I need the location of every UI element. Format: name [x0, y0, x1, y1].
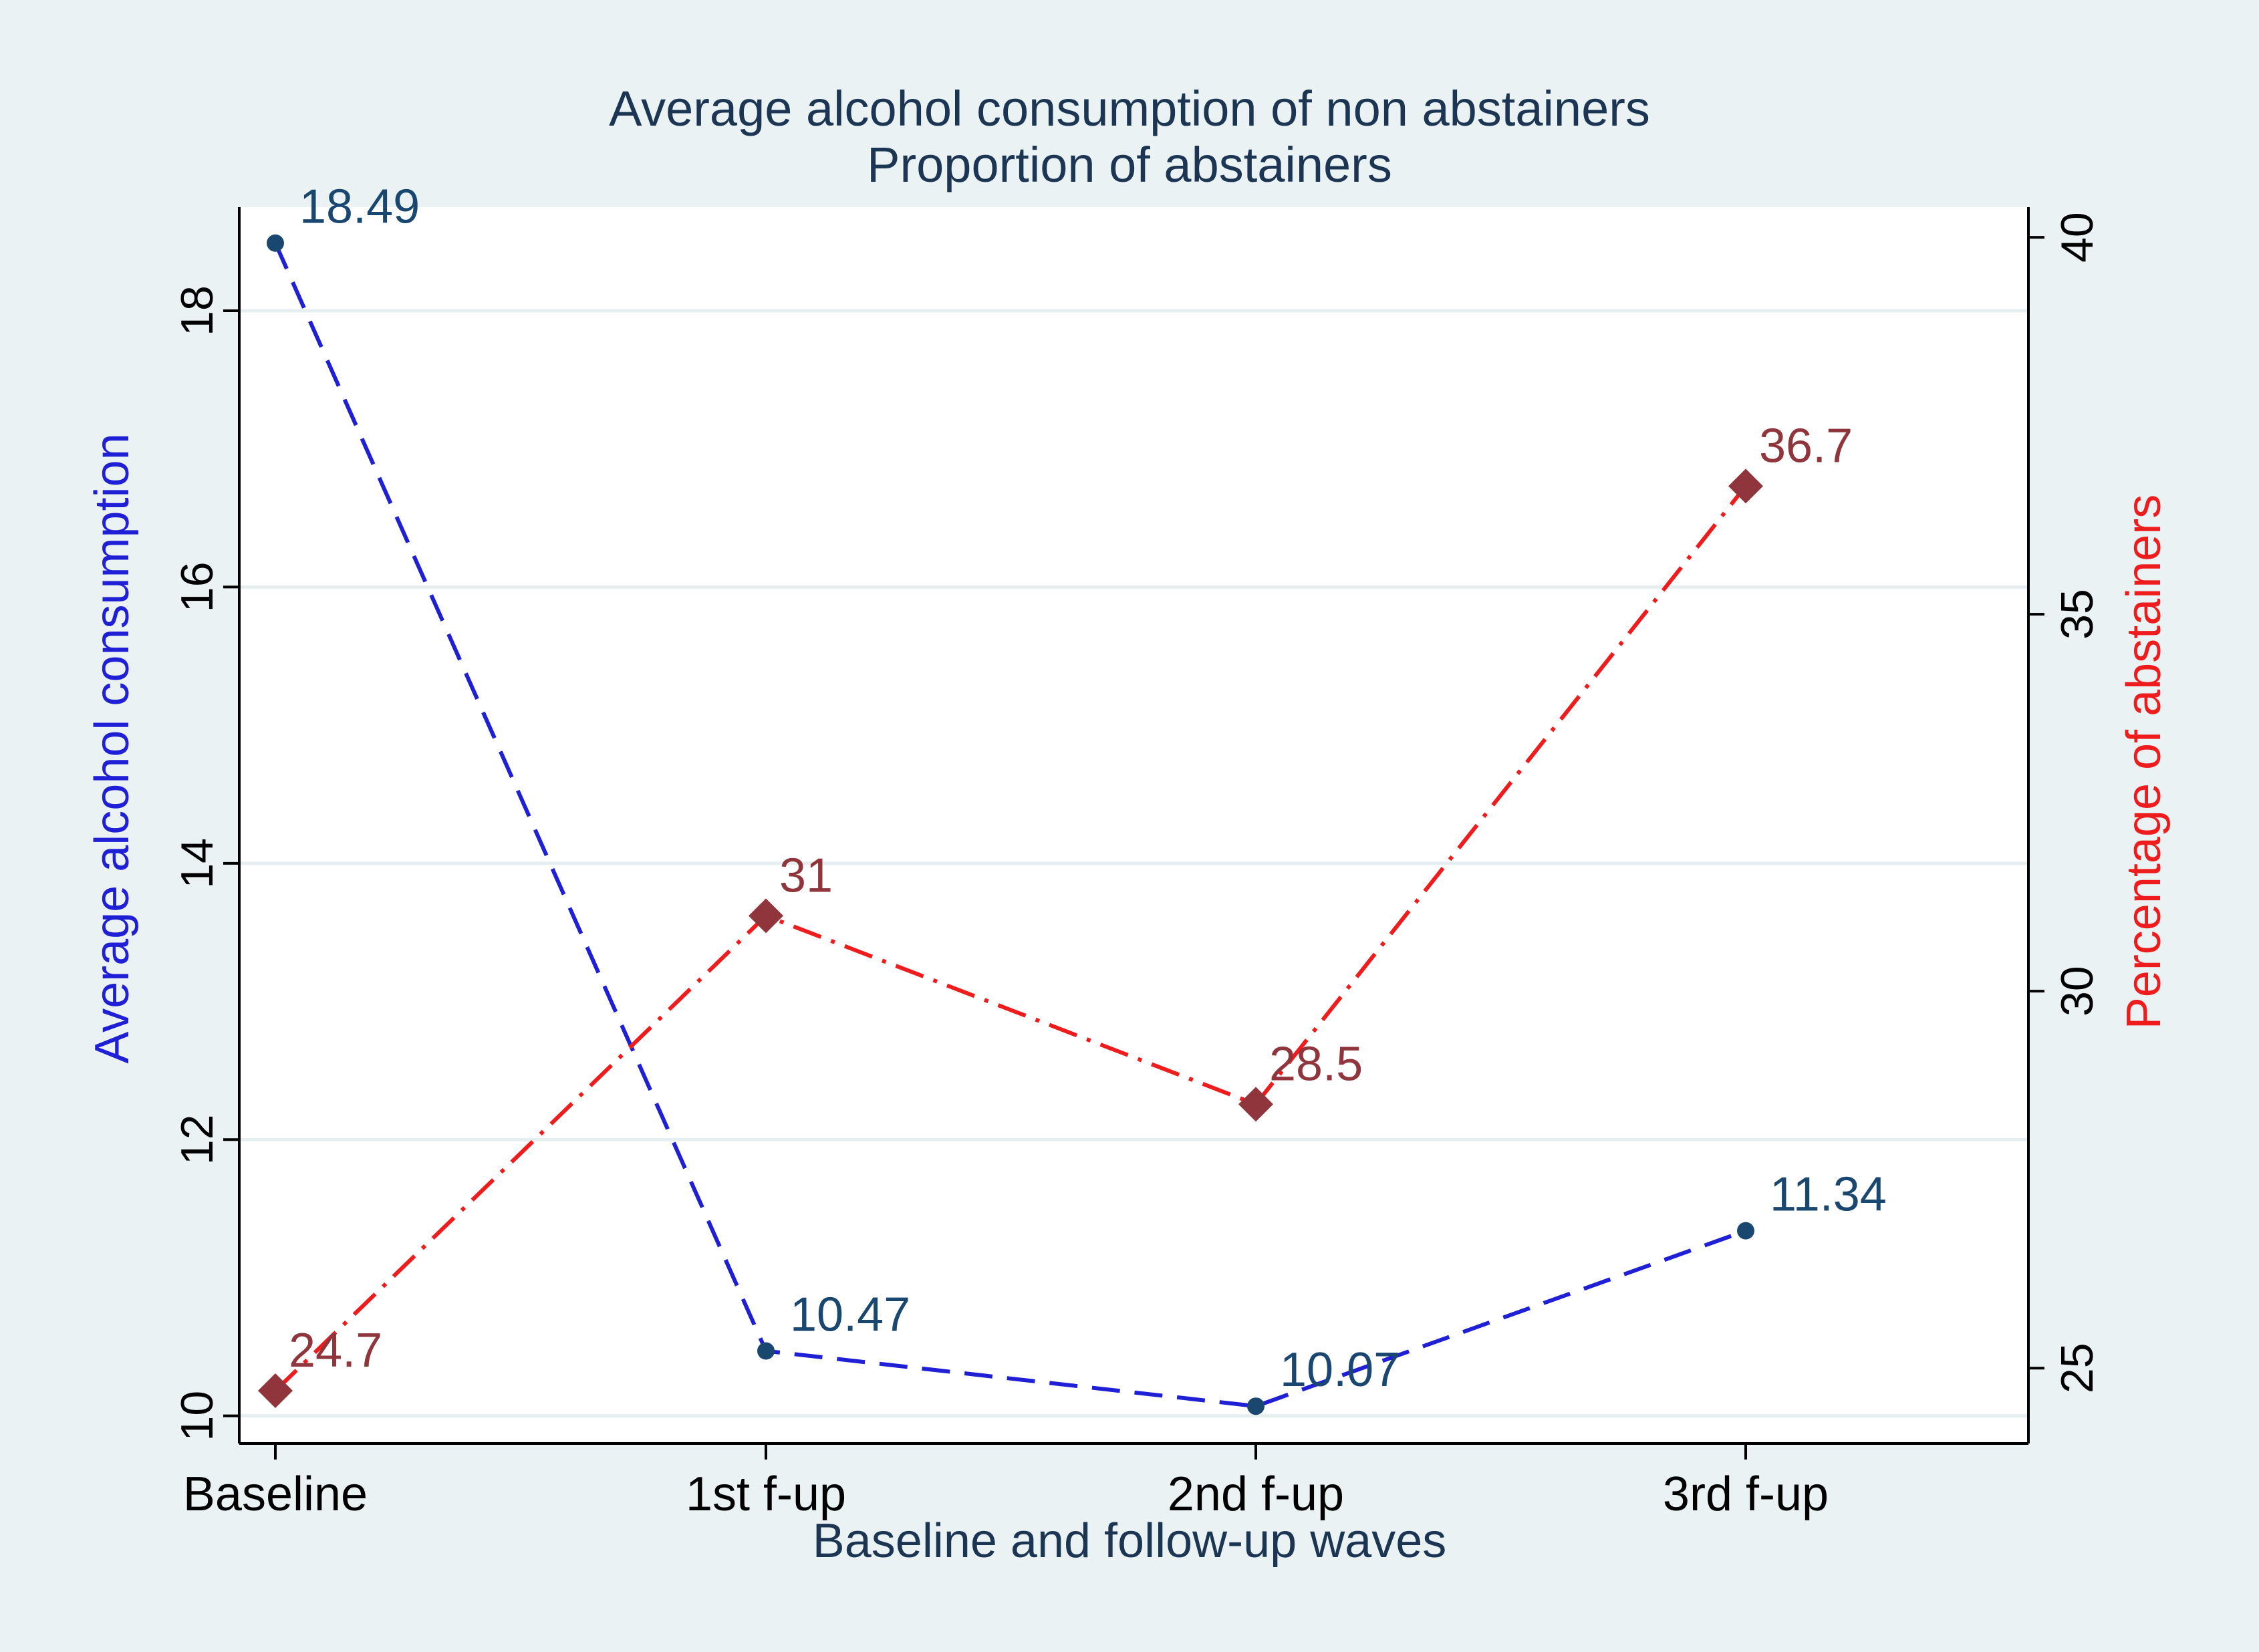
data-label-consumption: 18.49	[299, 180, 420, 234]
y-axis-left-label: Average alcohol consumption	[86, 433, 139, 1063]
data-label-abstainers: 31	[779, 849, 833, 902]
y-left-tick-label: 12	[172, 1114, 223, 1165]
data-point-consumption	[267, 234, 284, 252]
y-axis-right-label: Percentage of abstainers	[2117, 495, 2171, 1030]
data-point-abstainers	[1728, 468, 1763, 504]
data-point-consumption	[1247, 1397, 1265, 1415]
data-point-abstainers	[1238, 1087, 1273, 1122]
axes: 10 12 14 16 18 25 30 35 40 Baseline 1st f-up 2nd f-…	[172, 207, 2103, 1521]
y-right-tick-label: 40	[2052, 212, 2103, 263]
series-line-consumption	[273, 242, 1747, 1409]
x-tick-label: 1st f-up	[686, 1468, 846, 1521]
data-point-abstainers	[749, 898, 783, 934]
x-tick-label: Baseline	[183, 1468, 368, 1521]
gridlines	[239, 309, 2028, 1418]
y-left-tick-label: 10	[172, 1391, 223, 1441]
x-tick-label: 3rd f-up	[1663, 1468, 1829, 1521]
y-right-tick-label: 30	[2052, 966, 2103, 1016]
chart-subtitle: Proportion of abstainers	[867, 137, 1392, 192]
data-label-consumption: 10.07	[1280, 1343, 1400, 1397]
data-label-consumption: 11.34	[1770, 1168, 1887, 1222]
y-right-tick-label: 25	[2052, 1343, 2103, 1393]
data-point-consumption	[757, 1342, 775, 1360]
x-axis-label: Baseline and follow-up waves	[813, 1514, 1447, 1568]
data-label-abstainers: 24.7	[289, 1324, 382, 1377]
data-label-abstainers: 36.7	[1759, 419, 1853, 472]
data-point-consumption	[1737, 1222, 1754, 1240]
series: 18.49 10.47 10.07 11.34 24.7 31 28.5 36.7	[258, 180, 1887, 1415]
y-left-tick-label: 16	[172, 562, 223, 613]
x-tick-label: 2nd f-up	[1168, 1468, 1344, 1521]
data-point-abstainers	[258, 1373, 293, 1409]
y-right-tick-label: 35	[2052, 589, 2103, 640]
y-left-tick-label: 18	[172, 285, 223, 336]
chart-title: Average alcohol consumption of non absta…	[609, 81, 1650, 136]
data-label-consumption: 10.47	[790, 1288, 910, 1342]
plot-area	[239, 207, 2028, 1443]
data-label-abstainers: 28.5	[1269, 1037, 1363, 1091]
y-left-tick-label: 14	[172, 838, 223, 889]
series-line-abstainers	[273, 485, 1748, 1393]
